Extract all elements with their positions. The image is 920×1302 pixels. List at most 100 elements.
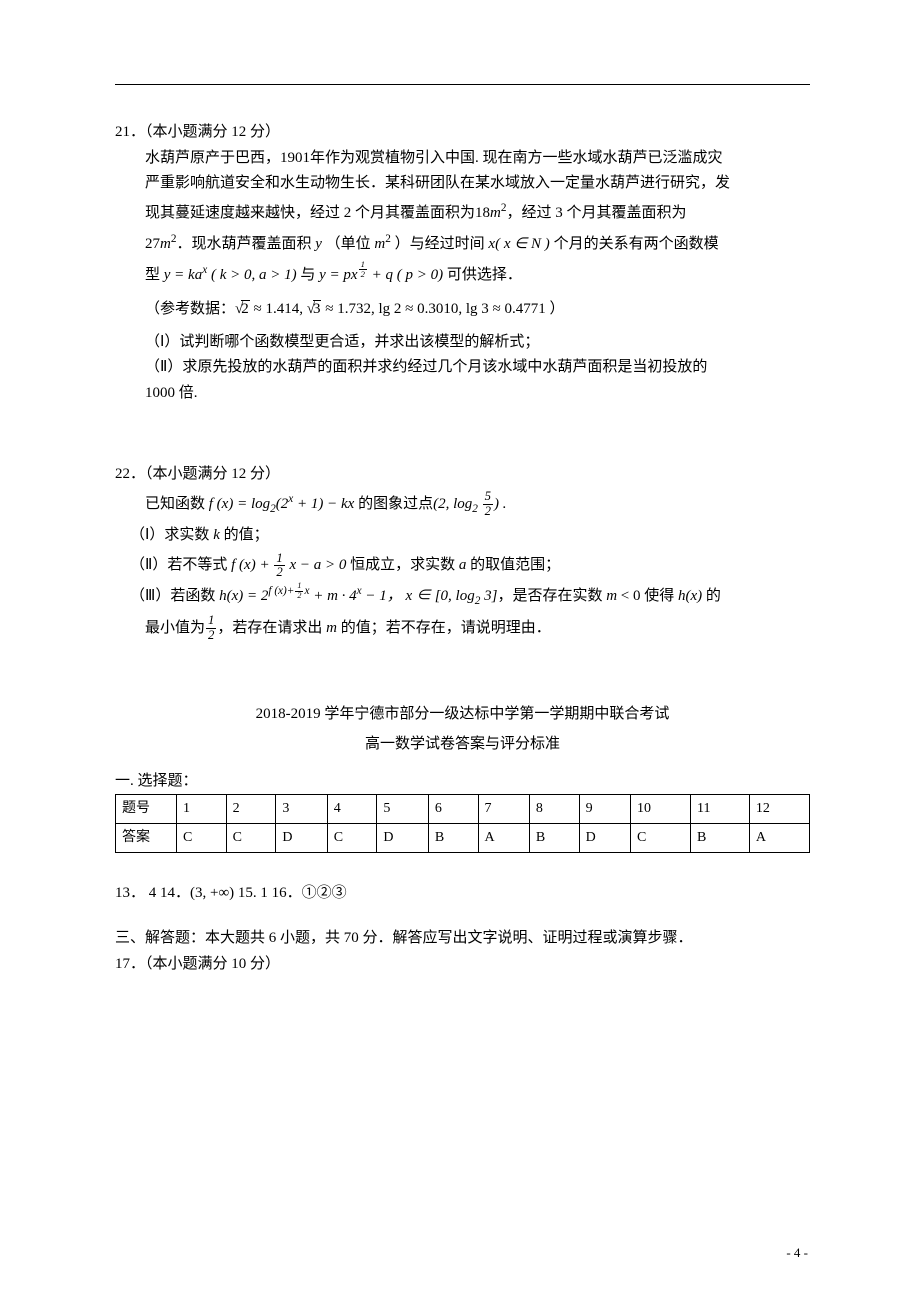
q21-27-unit: m <box>160 236 171 252</box>
q22-head: 22．（本小题满分 12 分） <box>115 462 810 488</box>
col-5: 5 <box>377 795 428 824</box>
header-label: 题号 <box>116 795 177 824</box>
col-11: 11 <box>691 795 750 824</box>
row-label: 答案 <box>116 823 177 852</box>
q22-l1-mid: 的图象过点 <box>354 496 433 512</box>
q21-27-num: 27 <box>145 236 160 252</box>
answer-table-value-row: 答案 C C D C D B A B D C B A <box>116 823 810 852</box>
ans-6: B <box>428 823 478 852</box>
q22-s3-cond: ， x ∈ [0, log2 3] <box>387 588 498 604</box>
sqrt3-arg: 3 <box>313 300 322 317</box>
q21-18-num: 18 <box>475 205 490 221</box>
q21-model2: y = px12 + q ( p > 0) <box>319 267 443 283</box>
q22-s2-end: 恒成立，求实数 a 的取值范围； <box>346 557 560 573</box>
q21-m2a: y = px <box>319 267 357 283</box>
q21-line2: 严重影响航道安全和水生动物生长．某科研团队在某水域放入一定量水葫芦进行研究，发 <box>145 171 810 197</box>
page: 21．（本小题满分 12 分） 水葫芦原产于巴西，1901年作为观赏植物引入中国… <box>0 0 920 1302</box>
answer-title1: 2018-2019 学年宁德市部分一级达标中学第一学期期中联合考试 <box>115 699 810 729</box>
q21-18: 18m2 <box>475 205 506 221</box>
ans-8: B <box>529 823 579 852</box>
question-22: 22．（本小题满分 12 分） 已知函数 f (x) = log2(2x + 1… <box>115 462 810 643</box>
col-4: 4 <box>327 795 377 824</box>
ans-12: A <box>749 823 809 852</box>
q22-s3-c2: 3] <box>480 588 497 604</box>
q22-fx: f (x) = log2(2x + 1) − kx <box>209 496 355 512</box>
q22-l1-pre: 已知函数 <box>145 496 209 512</box>
question-21: 21．（本小题满分 12 分） 水葫芦原产于巴西，1901年作为观赏植物引入中国… <box>115 120 810 406</box>
q21-18-unit: m <box>490 205 501 221</box>
q22-s3-e1: f (x)+ <box>268 585 294 597</box>
q22-body: 已知函数 f (x) = log2(2x + 1) − kx 的图象过点(2, … <box>115 488 810 521</box>
q21-model1: y = kax ( k > 0, a > 1) <box>164 267 297 283</box>
q21-ref-pre: （参考数据： <box>145 301 235 317</box>
col-8: 8 <box>529 795 579 824</box>
q21-m2: m <box>374 236 385 252</box>
q22-s3-pre: （Ⅲ）若函数 <box>130 588 219 604</box>
q22-s3-end1: ，是否存在实数 m < 0 使得 h(x) 的 <box>497 588 721 604</box>
q22-s2-pre: （Ⅱ）若不等式 <box>130 557 231 573</box>
top-rule <box>115 84 810 85</box>
q22-sub3-line1: （Ⅲ）若函数 h(x) = 2f (x)+12x + m · 4x − 1， x… <box>115 580 810 613</box>
q21-sub1: （Ⅰ）试判断哪个函数模型更合适，并求出该模型的解析式； <box>145 330 810 356</box>
q21-line3: 现其蔓延速度越来越快，经过 2 个月其覆盖面积为18m2，经过 3 个月其覆盖面… <box>145 197 810 228</box>
q22-sub1-txt: （Ⅰ）求实数 k 的值； <box>130 527 269 543</box>
answer-title2: 高一数学试卷答案与评分标准 <box>115 729 810 759</box>
q21-27: 27m2 <box>145 236 176 252</box>
q22-s3-m2: − 1 <box>362 588 387 604</box>
q22-s3-l2a: 最小值为 <box>145 620 205 636</box>
q22-arg2: + 1) − kx <box>293 496 354 512</box>
ans-11: B <box>691 823 750 852</box>
q22-hx: h(x) = 2f (x)+12x + m · 4x − 1 <box>219 588 387 604</box>
q21-m1a: y = ka <box>164 267 202 283</box>
q22-arg: (2 <box>276 496 289 512</box>
sqrt2: √2 <box>235 294 250 324</box>
q22-point: (2, log2 52) . <box>433 496 506 512</box>
ans-1: C <box>177 823 227 852</box>
col-12: 12 <box>749 795 809 824</box>
ans-5: D <box>377 823 428 852</box>
col-1: 1 <box>177 795 227 824</box>
q21-l4-mid: ．现水葫芦覆盖面积 <box>176 236 315 252</box>
q21-l3-pre: 现其蔓延速度越来越快，经过 2 个月其覆盖面积为 <box>145 205 475 221</box>
q22-s2-mid: x − a > 0 <box>286 557 347 573</box>
q21-y: y <box>315 236 322 252</box>
q21-sub2a: （Ⅱ）求原先投放的水葫芦的面积并求约经过几个月该水域中水葫芦面积是当初投放的 <box>145 355 810 381</box>
q21-l4-end: 个月的关系有两个函数模 <box>550 236 719 252</box>
q22-sub3-line2: 最小值为12，若存在请求出 m 的值；若不存在，请说明理由． <box>115 613 810 643</box>
q21-l5-pre: 型 <box>145 267 164 283</box>
ans-2: C <box>226 823 276 852</box>
q22-sub2: （Ⅱ）若不等式 f (x) + 12 x − a > 0 恒成立，求实数 a 的… <box>115 550 810 580</box>
q21-m1b: ( k > 0, a > 1) <box>211 267 297 283</box>
answer-table: 题号 1 2 3 4 5 6 7 8 9 10 11 12 答案 C C D C… <box>115 794 810 853</box>
col-6: 6 <box>428 795 478 824</box>
sqrt3: √3 <box>307 294 322 324</box>
q21-l5-mid: 与 <box>297 267 320 283</box>
q22-sub1: （Ⅰ）求实数 k 的值； <box>115 520 810 550</box>
ans-4: C <box>327 823 377 852</box>
q22-f: f (x) = log <box>209 496 270 512</box>
ans-3: D <box>276 823 327 852</box>
q22-s3-m1: + m · 4 <box>309 588 356 604</box>
q21-head: 21．（本小题满分 12 分） <box>115 120 810 146</box>
sqrt2-arg: 2 <box>241 300 250 317</box>
q21-body: 水葫芦原产于巴西，1901年作为观赏植物引入中国. 现在南方一些水域水葫芦已泛滥… <box>115 146 810 407</box>
q22-line1: 已知函数 f (x) = log2(2x + 1) − kx 的图象过点(2, … <box>145 488 810 521</box>
page-number: - 4 - <box>786 1242 808 1264</box>
ans-7: A <box>478 823 529 852</box>
col-3: 3 <box>276 795 327 824</box>
ans-9: D <box>579 823 630 852</box>
q21-line1: 水葫芦原产于巴西，1901年作为观赏植物引入中国. 现在南方一些水域水葫芦已泛滥… <box>145 146 810 172</box>
q22-pt-open: (2, log <box>433 496 472 512</box>
q21-ref: （参考数据：√2 ≈ 1.414, √3 ≈ 1.732, lg 2 ≈ 0.3… <box>145 294 810 324</box>
q21-ref-v1: ≈ 1.414, <box>250 301 307 317</box>
col-2: 2 <box>226 795 276 824</box>
col-7: 7 <box>478 795 529 824</box>
q21-l4-close: ）与经过时间 <box>395 236 489 252</box>
q21-ref-v2: ≈ 1.732, lg 2 ≈ 0.3010, lg 3 ≈ 0.4771 <box>321 301 549 317</box>
q22-pt-close: ) . <box>494 496 507 512</box>
col-9: 9 <box>579 795 630 824</box>
q21-sub2b: 1000 倍. <box>145 381 810 407</box>
answer-table-header-row: 题号 1 2 3 4 5 6 7 8 9 10 11 12 <box>116 795 810 824</box>
q22-s3-c1: ， x ∈ [0, log <box>387 588 475 604</box>
col-10: 10 <box>630 795 690 824</box>
